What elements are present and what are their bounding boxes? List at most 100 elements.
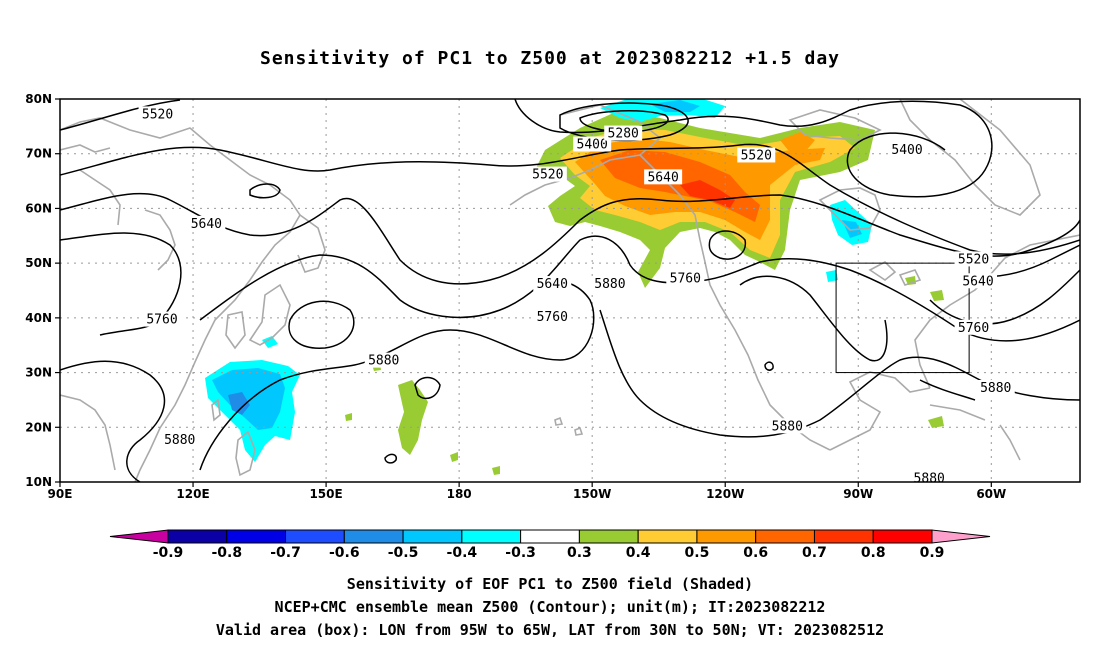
contour-label-bg	[187, 215, 226, 231]
contour-label: 5520	[532, 168, 563, 183]
contour-label-bg	[160, 431, 199, 447]
contour-label-bg	[737, 147, 776, 163]
contour-label: 5640	[537, 277, 568, 292]
lon-label: 150W	[573, 487, 611, 501]
contour-label: 5880	[980, 381, 1011, 396]
lat-lon-grid	[60, 99, 1080, 482]
shade-green-small-2	[450, 452, 458, 462]
contour-label: 5880	[368, 354, 399, 369]
colorbar-label: 0.8	[861, 545, 886, 561]
lon-label: 90E	[48, 487, 73, 501]
contour-5760-pacific	[199, 235, 1080, 342]
shade-green-small-6	[930, 290, 944, 301]
valid-area-box	[835, 262, 970, 374]
colorbar-label: -0.6	[329, 545, 360, 561]
colorbar-label: 0.3	[567, 545, 592, 561]
colorbar-label: -0.7	[270, 545, 301, 561]
shade-orange-north-east	[780, 132, 815, 152]
colorbar-swatch	[872, 529, 933, 544]
colorbar-swatch	[813, 529, 874, 544]
colorbar-label: -0.5	[388, 545, 419, 561]
shade-green-pacific	[398, 380, 428, 455]
lon-label: 90W	[843, 487, 873, 501]
contour-label: 5760	[958, 321, 989, 336]
shade-red-north-america	[680, 180, 735, 208]
contour-5880-se	[919, 379, 976, 401]
colorbar-label: -0.3	[505, 545, 536, 561]
contour-5760-main	[60, 232, 182, 336]
contour-label-bg	[954, 251, 993, 267]
contour-label: 5520	[142, 107, 173, 122]
colorbar-label: 0.9	[920, 545, 945, 561]
contour-label-bg	[954, 319, 993, 335]
contour-label-bg	[666, 270, 705, 286]
colorbar-label: 0.7	[802, 545, 827, 561]
colorbar-swatch	[637, 529, 698, 544]
contour-label: 5640	[647, 170, 678, 185]
contour-label-bg	[364, 352, 403, 368]
colorbar-swatch	[461, 529, 522, 544]
lat-label: 80N	[25, 92, 52, 106]
contour-label-bg	[768, 418, 807, 434]
colorbar-swatch	[755, 529, 815, 544]
lon-label: 120W	[706, 487, 744, 501]
lon-label: 180	[447, 487, 472, 501]
colorbar-label: 0.6	[743, 545, 768, 561]
contour-label: 5640	[191, 217, 222, 232]
caption-line-3: Valid area (box): LON from 95W to 65W, L…	[215, 621, 885, 639]
contour-label: 5400	[891, 143, 922, 158]
map-title: Sensitivity of PC1 to Z500 at 2023082212…	[259, 48, 840, 69]
contour-label: 5520	[958, 252, 989, 267]
shade-lightblue-arctic	[650, 100, 700, 112]
caption-line-1: Sensitivity of EOF PC1 to Z500 field (Sh…	[346, 575, 754, 593]
caption-line-2: NCEP+CMC ensemble mean Z500 (Contour); u…	[274, 598, 826, 616]
contour-closed-small-2	[764, 361, 774, 371]
contour-label: 5760	[146, 313, 177, 328]
contour-label: 5880	[914, 471, 945, 486]
shade-cyan-small	[826, 270, 838, 282]
contour-5880-gulf	[739, 275, 888, 362]
map-frame	[59, 98, 1081, 483]
colorbar-label: 0.5	[685, 545, 710, 561]
contour-label-bg	[143, 311, 181, 327]
sensitivity-shading	[205, 99, 944, 475]
contour-closed-low-nw	[249, 183, 281, 199]
contour-closed-small-1	[384, 453, 398, 464]
shade-cyan-small-asia	[262, 336, 278, 348]
contour-label-bg	[533, 308, 572, 324]
colorbar-swatch	[167, 529, 228, 544]
contour-5880-low-west	[60, 360, 166, 482]
shade-green-small-1	[345, 413, 352, 421]
colorbar-swatch	[343, 529, 404, 544]
contour-label: 5880	[772, 419, 803, 434]
lat-label: 30N	[25, 366, 52, 380]
contour-label: 5880	[164, 433, 195, 448]
lat-label: 10N	[25, 475, 52, 489]
colorbar-label: -0.4	[447, 545, 478, 561]
contour-5520-west	[60, 99, 181, 131]
contour-label: 5280	[608, 127, 639, 142]
colorbar-label: -0.9	[153, 545, 184, 561]
colorbar: -0.9 -0.8 -0.7 -0.6 -0.5 -0.4 -0.3 0.3 0.4 0.5 0.6…	[109, 529, 991, 561]
lon-label: 60W	[976, 487, 1006, 501]
colorbar-swatch	[520, 529, 580, 544]
shade-lightblue-east-asia	[212, 368, 285, 430]
contour-inner-arctic	[579, 109, 669, 133]
contour-closed-west-ca	[708, 230, 747, 260]
contour-5880-pacific	[199, 280, 595, 471]
shade-green-small-3	[492, 466, 500, 475]
contour-label-bg	[888, 141, 927, 157]
colorbar-swatch	[696, 529, 757, 544]
lat-label: 50N	[25, 256, 52, 270]
shade-green-small-4	[928, 416, 944, 428]
contour-label-bg	[138, 106, 177, 122]
contour-label: 5760	[537, 310, 568, 325]
lat-label: 20N	[25, 420, 52, 434]
contour-label: 5640	[962, 274, 993, 289]
shade-blue-east-asia	[228, 392, 250, 415]
contour-label-bg	[976, 379, 1015, 395]
colorbar-swatch	[578, 529, 639, 544]
lon-label: 120E	[176, 487, 209, 501]
